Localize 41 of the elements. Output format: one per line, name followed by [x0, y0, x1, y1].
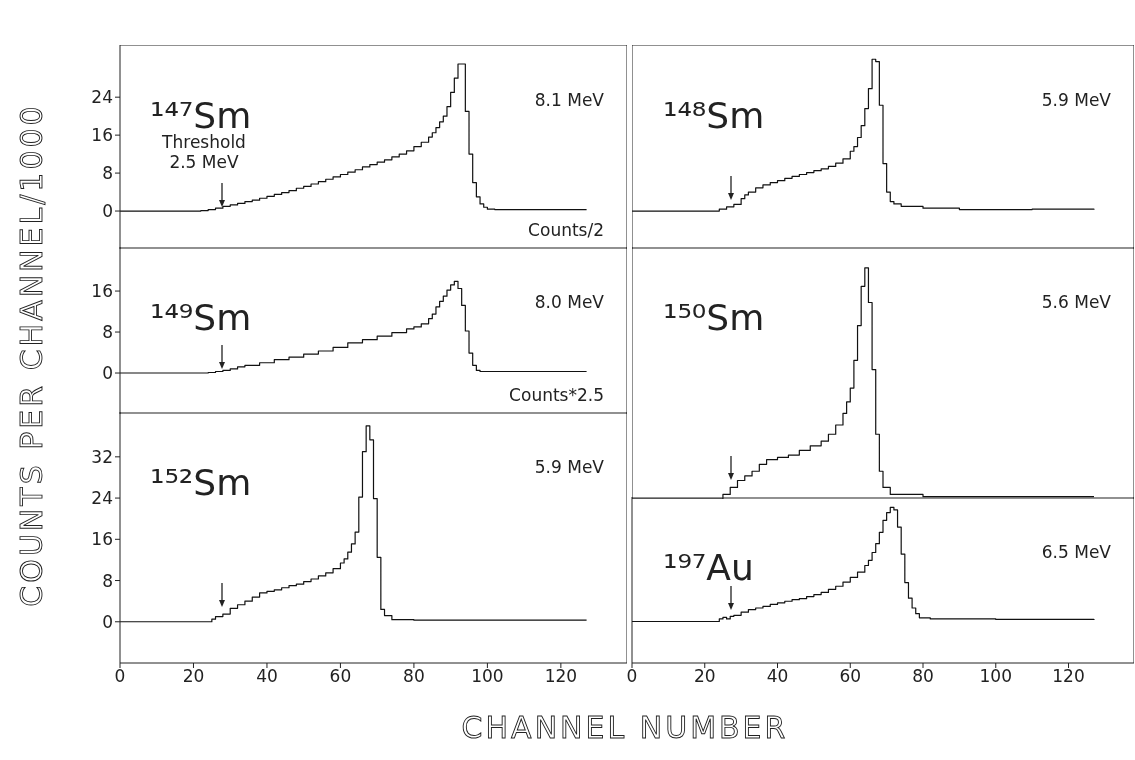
annotation: 5.6 MeV — [1041, 292, 1112, 312]
y-tick-label: 0 — [102, 363, 113, 384]
x-tick-label: 60 — [839, 666, 862, 687]
x-tick-label: 100 — [979, 666, 1012, 687]
x-tick-label: 20 — [182, 666, 205, 687]
x-tick-label: 100 — [471, 666, 504, 687]
x-tick-label: 120 — [1052, 666, 1085, 687]
annotation: 5.9 MeV — [534, 457, 605, 477]
annotation: 8.0 MeV — [534, 292, 605, 312]
annotation: 8.1 MeV — [534, 90, 605, 110]
x-tick-label: 20 — [693, 666, 716, 687]
y-tick-label: 32 — [91, 446, 113, 467]
annotation: ¹⁵²Sm — [150, 462, 252, 503]
y-tick-label: 8 — [102, 570, 113, 591]
y-tick-label: 16 — [91, 529, 113, 550]
y-tick-label: 0 — [102, 201, 113, 222]
y-tick-label: 8 — [102, 163, 113, 184]
y-tick-label: 24 — [91, 87, 113, 108]
annotation: Threshold 2.5 MeV — [161, 132, 246, 172]
y-tick-label: 0 — [102, 611, 113, 632]
annotation: ¹⁵⁰Sm — [663, 297, 765, 338]
annotation: 5.9 MeV — [1041, 90, 1112, 110]
x-tick-label: 60 — [329, 666, 352, 687]
y-tick-label: 16 — [91, 125, 113, 146]
x-tick-label: 80 — [912, 666, 934, 687]
x-tick-label: 120 — [544, 666, 578, 687]
annotation: ¹⁴⁸Sm — [663, 95, 765, 136]
annotation: ¹⁹⁷Au — [663, 547, 754, 588]
x-tick-label: 40 — [766, 666, 789, 687]
annotation: Counts*2.5 — [509, 385, 604, 405]
y-tick-label: 16 — [91, 281, 113, 302]
annotation: Counts/2 — [528, 220, 604, 240]
x-tick-label: 0 — [626, 666, 638, 687]
y-tick-label: 8 — [102, 322, 113, 343]
x-tick-label: 80 — [403, 666, 425, 687]
annotation: 6.5 MeV — [1041, 542, 1112, 562]
x-axis-title: CHANNEL NUMBER — [461, 710, 789, 745]
annotation: ¹⁴⁹Sm — [150, 297, 252, 338]
y-axis-title: COUNTS PER CHANNEL/1000 — [14, 103, 49, 607]
x-tick-label: 40 — [256, 666, 278, 687]
y-tick-label: 24 — [91, 488, 113, 509]
